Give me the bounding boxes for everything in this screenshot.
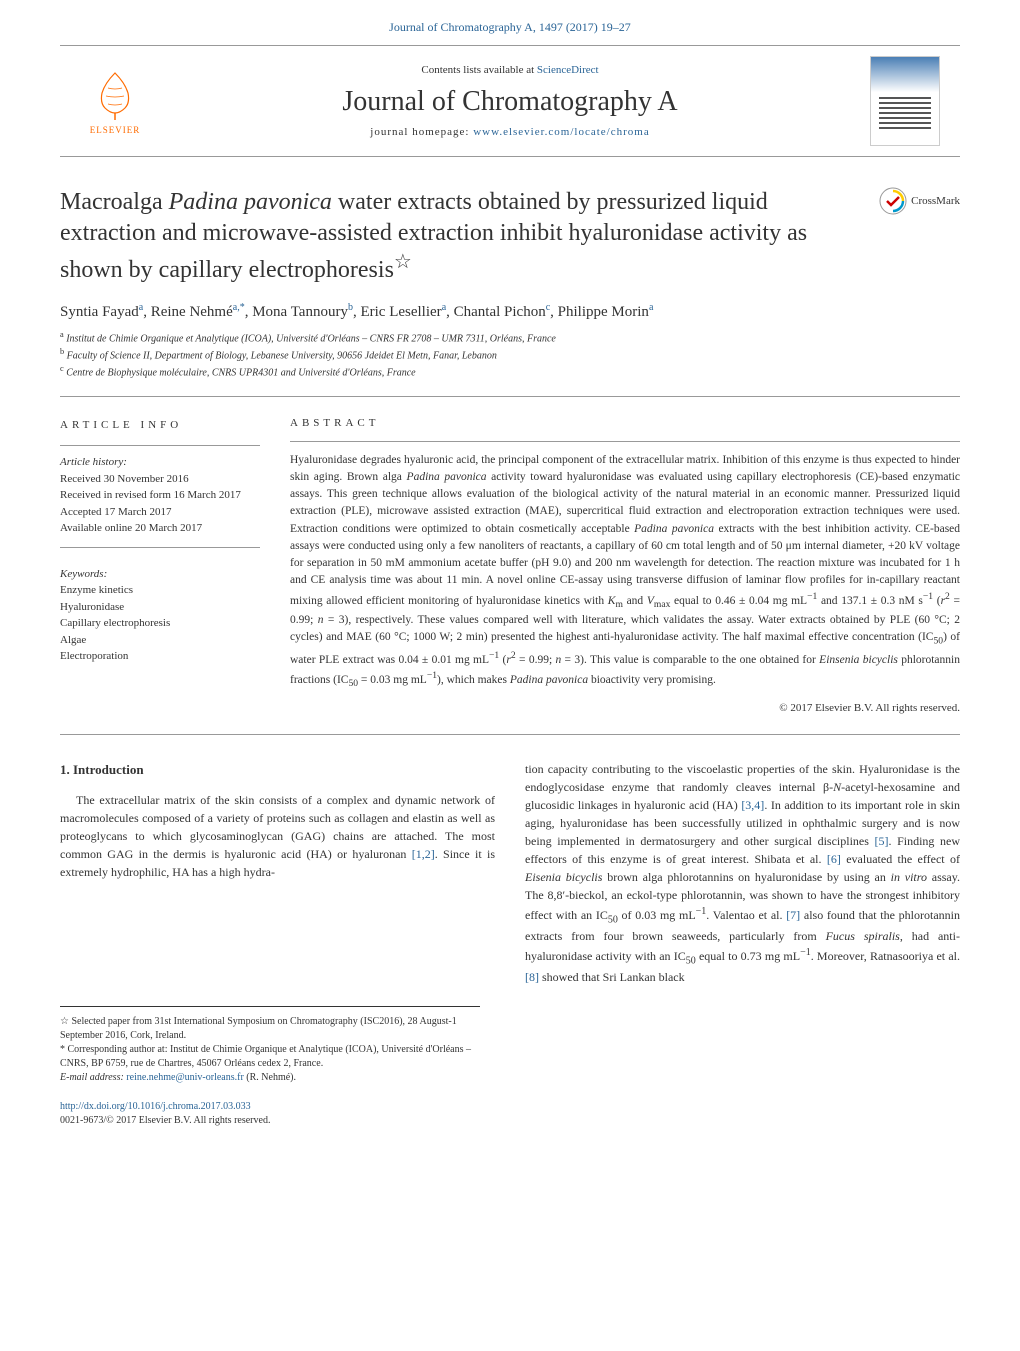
contents-prefix: Contents lists available at bbox=[421, 64, 536, 76]
issn-copyright: 0021-9673/© 2017 Elsevier B.V. All right… bbox=[60, 1114, 960, 1128]
citation-link[interactable]: Journal of Chromatography A, 1497 (2017)… bbox=[389, 20, 631, 34]
page-footer: http://dx.doi.org/10.1016/j.chroma.2017.… bbox=[60, 1100, 960, 1128]
ref-link[interactable]: [1,2] bbox=[412, 847, 435, 861]
revised-date: Received in revised form 16 March 2017 bbox=[60, 487, 260, 504]
accepted-date: Accepted 17 March 2017 bbox=[60, 504, 260, 521]
elsevier-logo: ELSEVIER bbox=[80, 61, 150, 141]
affiliation-b: b Faculty of Science II, Department of B… bbox=[60, 346, 960, 363]
keyword-item: Algae bbox=[60, 632, 260, 649]
ref-link[interactable]: [3,4] bbox=[741, 798, 764, 812]
intro-para-1-cont: tion capacity contributing to the viscoe… bbox=[525, 760, 960, 987]
journal-title: Journal of Chromatography A bbox=[150, 86, 870, 118]
crossmark-badge[interactable]: CrossMark bbox=[879, 187, 960, 215]
journal-center: Contents lists available at ScienceDirec… bbox=[150, 64, 870, 138]
article-title-section: Macroalga Padina pavonica water extracts… bbox=[60, 187, 960, 287]
keyword-item: Capillary electrophoresis bbox=[60, 615, 260, 632]
intro-para-1: The extracellular matrix of the skin con… bbox=[60, 791, 495, 881]
divider bbox=[60, 396, 960, 397]
keyword-item: Hyaluronidase bbox=[60, 599, 260, 616]
body-columns: 1. Introduction The extracellular matrix… bbox=[60, 760, 960, 987]
elsevier-tree-icon bbox=[90, 68, 140, 123]
ref-link[interactable]: [5] bbox=[875, 834, 889, 848]
footnote-email: E-mail address: reine.nehme@univ-orleans… bbox=[60, 1071, 480, 1085]
article-info-heading: article info bbox=[60, 417, 260, 434]
journal-homepage: journal homepage: www.elsevier.com/locat… bbox=[150, 126, 870, 138]
title-footnote-marker: ☆ bbox=[394, 251, 412, 273]
keywords-block: Keywords: Enzyme kineticsHyaluronidaseCa… bbox=[60, 566, 260, 665]
journal-cover-thumbnail bbox=[870, 56, 940, 146]
section-heading-intro: 1. Introduction bbox=[60, 760, 495, 780]
ref-link[interactable]: [6] bbox=[827, 852, 841, 866]
elsevier-text: ELSEVIER bbox=[90, 125, 141, 135]
info-abstract-row: article info Article history: Received 3… bbox=[60, 417, 960, 714]
authors-line: Syntia Fayada, Reine Nehméa,*, Mona Tann… bbox=[60, 302, 960, 321]
title-text-1: Macroalga bbox=[60, 189, 169, 215]
keyword-item: Enzyme kinetics bbox=[60, 582, 260, 599]
email-link[interactable]: reine.nehme@univ-orleans.fr bbox=[126, 1072, 244, 1083]
article-info: article info Article history: Received 3… bbox=[60, 417, 260, 714]
keyword-item: Electroporation bbox=[60, 648, 260, 665]
ref-link[interactable]: [8] bbox=[525, 970, 539, 984]
article-title: Macroalga Padina pavonica water extracts… bbox=[60, 187, 960, 287]
abstract-text: Hyaluronidase degrades hyaluronic acid, … bbox=[290, 452, 960, 692]
doi-link[interactable]: http://dx.doi.org/10.1016/j.chroma.2017.… bbox=[60, 1101, 251, 1112]
email-suffix: (R. Nehmé). bbox=[244, 1072, 296, 1083]
affiliation-a: a Institut de Chimie Organique et Analyt… bbox=[60, 329, 960, 346]
received-date: Received 30 November 2016 bbox=[60, 471, 260, 488]
crossmark-label: CrossMark bbox=[911, 195, 960, 207]
journal-bar: ELSEVIER Contents lists available at Sci… bbox=[60, 45, 960, 157]
homepage-prefix: journal homepage: bbox=[370, 126, 473, 138]
crossmark-icon bbox=[879, 187, 907, 215]
divider bbox=[60, 734, 960, 735]
affiliations: a Institut de Chimie Organique et Analyt… bbox=[60, 329, 960, 381]
running-header: Journal of Chromatography A, 1497 (2017)… bbox=[0, 0, 1020, 45]
abstract-heading: abstract bbox=[290, 417, 960, 429]
email-label: E-mail address: bbox=[60, 1072, 126, 1083]
footnote-conference: ☆ Selected paper from 31st International… bbox=[60, 1015, 480, 1043]
title-species: Padina pavonica bbox=[169, 189, 332, 215]
footnote-corresponding: * Corresponding author at: Institut de C… bbox=[60, 1043, 480, 1071]
abstract-copyright: © 2017 Elsevier B.V. All rights reserved… bbox=[290, 702, 960, 714]
body-col-right: tion capacity contributing to the viscoe… bbox=[525, 760, 960, 987]
history-label: Article history: bbox=[60, 454, 260, 471]
affiliation-c: c Centre de Biophysique moléculaire, CNR… bbox=[60, 363, 960, 380]
ref-link[interactable]: [7] bbox=[786, 908, 800, 922]
keywords-list: Enzyme kineticsHyaluronidaseCapillary el… bbox=[60, 582, 260, 665]
footnotes: ☆ Selected paper from 31st International… bbox=[60, 1006, 480, 1085]
homepage-link[interactable]: www.elsevier.com/locate/chroma bbox=[473, 126, 650, 138]
contents-line: Contents lists available at ScienceDirec… bbox=[150, 64, 870, 76]
sciencedirect-link[interactable]: ScienceDirect bbox=[537, 64, 599, 76]
body-col-left: 1. Introduction The extracellular matrix… bbox=[60, 760, 495, 987]
abstract-block: abstract Hyaluronidase degrades hyaluron… bbox=[290, 417, 960, 714]
online-date: Available online 20 March 2017 bbox=[60, 520, 260, 537]
keywords-label: Keywords: bbox=[60, 566, 260, 583]
